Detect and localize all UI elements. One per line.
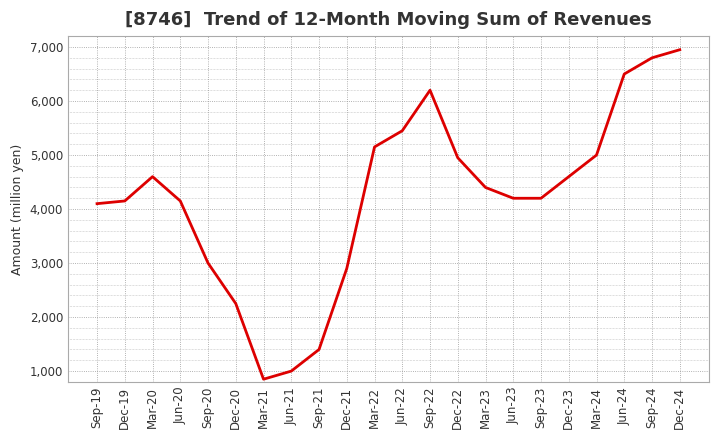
Y-axis label: Amount (million yen): Amount (million yen): [11, 143, 24, 275]
Title: [8746]  Trend of 12-Month Moving Sum of Revenues: [8746] Trend of 12-Month Moving Sum of R…: [125, 11, 652, 29]
